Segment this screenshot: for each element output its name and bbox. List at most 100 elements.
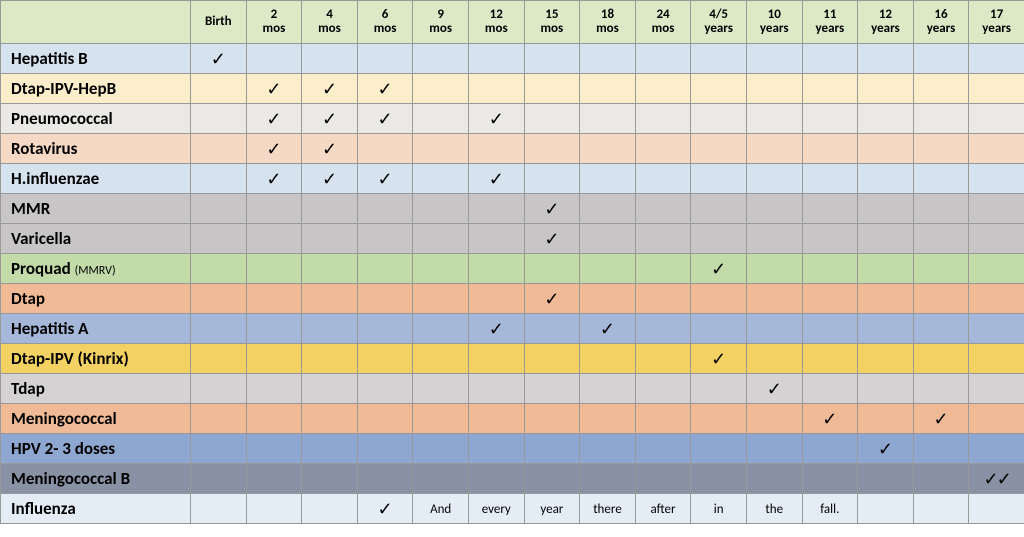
cell-6-12 xyxy=(858,224,914,254)
cell-6-3 xyxy=(357,224,413,254)
cell-14-6 xyxy=(524,464,580,494)
cell-6-11 xyxy=(802,224,858,254)
cell-2-14 xyxy=(969,104,1024,134)
cell-4-5: ✓ xyxy=(468,164,524,194)
cell-2-9 xyxy=(691,104,747,134)
row-label-10: Dtap-IPV (Kinrix) xyxy=(1,344,191,374)
cell-1-1: ✓ xyxy=(246,74,302,104)
cell-10-13 xyxy=(913,344,969,374)
cell-10-8 xyxy=(635,344,691,374)
cell-8-0 xyxy=(191,284,247,314)
header-age-10: 10years xyxy=(746,1,802,44)
cell-14-12 xyxy=(858,464,914,494)
cell-12-5 xyxy=(468,404,524,434)
cell-4-4 xyxy=(413,164,469,194)
cell-14-11 xyxy=(802,464,858,494)
cell-10-2 xyxy=(302,344,358,374)
cell-15-12 xyxy=(858,494,914,524)
header-age-3: 6mos xyxy=(357,1,413,44)
cell-14-1 xyxy=(246,464,302,494)
cell-12-1 xyxy=(246,404,302,434)
cell-2-13 xyxy=(913,104,969,134)
cell-0-6 xyxy=(524,44,580,74)
cell-11-6 xyxy=(524,374,580,404)
cell-12-0 xyxy=(191,404,247,434)
cell-4-14 xyxy=(969,164,1024,194)
cell-3-1: ✓ xyxy=(246,134,302,164)
cell-12-4 xyxy=(413,404,469,434)
cell-3-10 xyxy=(746,134,802,164)
row-label-9: Hepatitis A xyxy=(1,314,191,344)
cell-13-1 xyxy=(246,434,302,464)
row-label-7: Proquad (MMRV) xyxy=(1,254,191,284)
cell-0-7 xyxy=(580,44,636,74)
cell-9-1 xyxy=(246,314,302,344)
cell-2-5: ✓ xyxy=(468,104,524,134)
cell-8-13 xyxy=(913,284,969,314)
cell-0-9 xyxy=(691,44,747,74)
cell-8-5 xyxy=(468,284,524,314)
cell-7-3 xyxy=(357,254,413,284)
cell-13-3 xyxy=(357,434,413,464)
cell-0-12 xyxy=(858,44,914,74)
cell-12-12 xyxy=(858,404,914,434)
cell-1-13 xyxy=(913,74,969,104)
cell-5-12 xyxy=(858,194,914,224)
cell-0-14 xyxy=(969,44,1024,74)
header-age-14: 17years xyxy=(969,1,1024,44)
cell-1-3: ✓ xyxy=(357,74,413,104)
cell-1-0 xyxy=(191,74,247,104)
header-age-11: 11years xyxy=(802,1,858,44)
cell-10-11 xyxy=(802,344,858,374)
cell-12-2 xyxy=(302,404,358,434)
cell-7-0 xyxy=(191,254,247,284)
cell-8-14 xyxy=(969,284,1024,314)
cell-9-6 xyxy=(524,314,580,344)
cell-4-8 xyxy=(635,164,691,194)
row-label-11: Tdap xyxy=(1,374,191,404)
row-label-2: Pneumococcal xyxy=(1,104,191,134)
cell-10-3 xyxy=(357,344,413,374)
cell-8-11 xyxy=(802,284,858,314)
cell-10-0 xyxy=(191,344,247,374)
cell-1-10 xyxy=(746,74,802,104)
cell-15-0 xyxy=(191,494,247,524)
cell-1-12 xyxy=(858,74,914,104)
row-label-8: Dtap xyxy=(1,284,191,314)
cell-3-8 xyxy=(635,134,691,164)
cell-9-12 xyxy=(858,314,914,344)
cell-8-1 xyxy=(246,284,302,314)
cell-0-5 xyxy=(468,44,524,74)
header-age-8: 24mos xyxy=(635,1,691,44)
row-label-6: Varicella xyxy=(1,224,191,254)
header-age-6: 15mos xyxy=(524,1,580,44)
cell-2-8 xyxy=(635,104,691,134)
cell-5-5 xyxy=(468,194,524,224)
cell-8-6: ✓ xyxy=(524,284,580,314)
cell-1-7 xyxy=(580,74,636,104)
cell-1-5 xyxy=(468,74,524,104)
cell-6-0 xyxy=(191,224,247,254)
cell-13-8 xyxy=(635,434,691,464)
cell-1-4 xyxy=(413,74,469,104)
cell-5-0 xyxy=(191,194,247,224)
cell-4-12 xyxy=(858,164,914,194)
cell-5-11 xyxy=(802,194,858,224)
cell-13-5 xyxy=(468,434,524,464)
cell-9-0 xyxy=(191,314,247,344)
cell-7-13 xyxy=(913,254,969,284)
cell-3-7 xyxy=(580,134,636,164)
cell-5-2 xyxy=(302,194,358,224)
cell-12-14 xyxy=(969,404,1024,434)
cell-15-11: fall. xyxy=(802,494,858,524)
cell-14-2 xyxy=(302,464,358,494)
cell-3-13 xyxy=(913,134,969,164)
cell-2-2: ✓ xyxy=(302,104,358,134)
cell-11-7 xyxy=(580,374,636,404)
cell-12-9 xyxy=(691,404,747,434)
header-blank xyxy=(1,1,191,44)
cell-4-3: ✓ xyxy=(357,164,413,194)
cell-6-2 xyxy=(302,224,358,254)
header-age-1: 2mos xyxy=(246,1,302,44)
header-age-4: 9mos xyxy=(413,1,469,44)
